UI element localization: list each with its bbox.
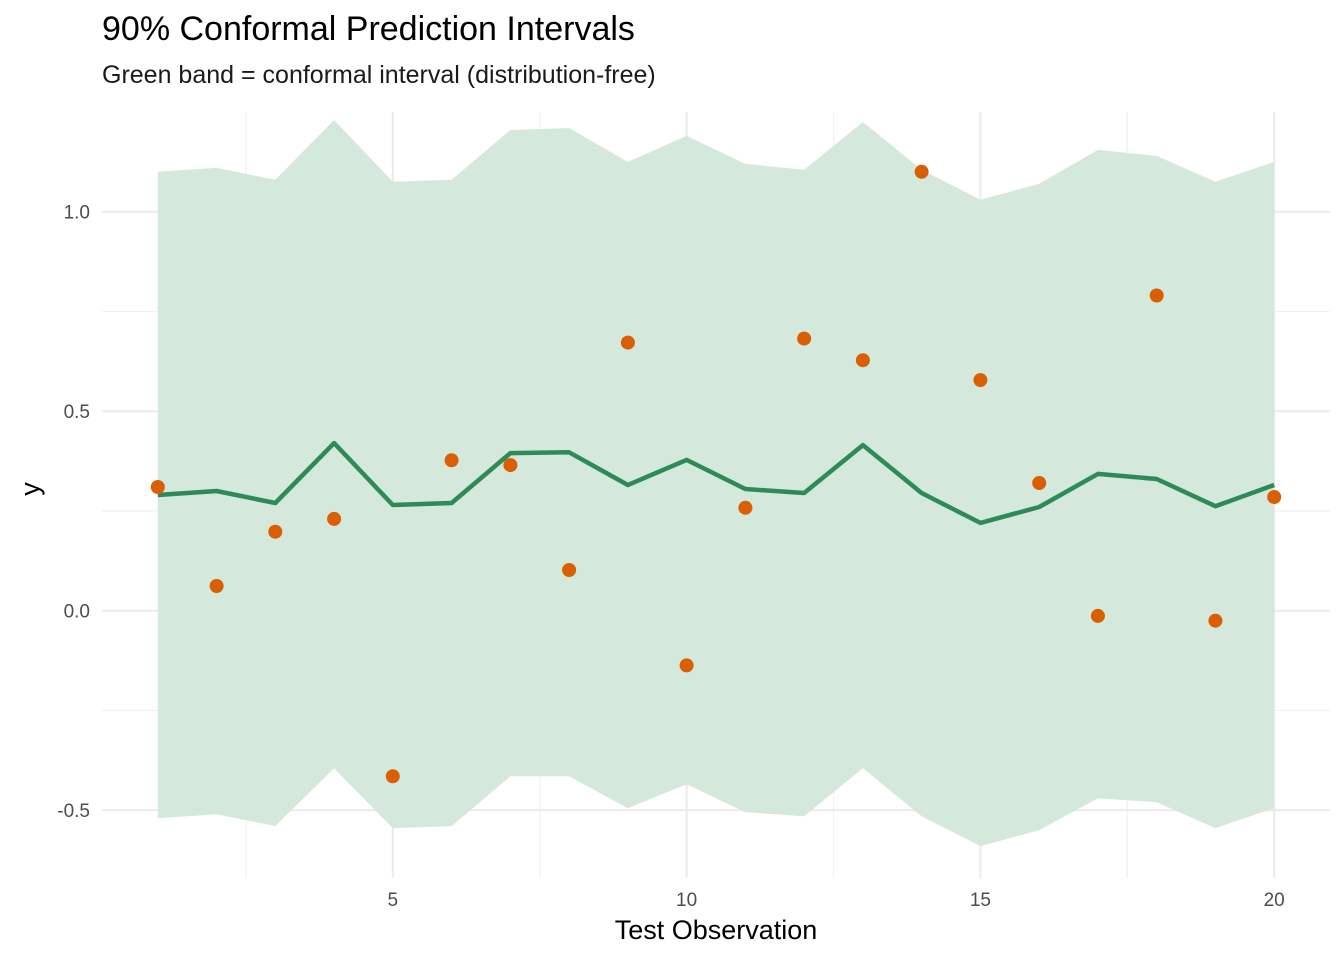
observed-point (738, 500, 753, 515)
chart-subtitle: Green band = conformal interval (distrib… (102, 61, 656, 89)
observed-point (797, 331, 812, 346)
observed-point (562, 563, 577, 577)
observed-point (268, 524, 283, 539)
observed-point (620, 335, 635, 350)
prediction-line-layer (157, 440, 1275, 526)
y-axis-label: y (15, 482, 45, 496)
y-axis-tick-labels: -0.5 0.0 0.5 1.0 (57, 203, 90, 822)
conformal-interval-band (157, 120, 1275, 847)
observed-point (914, 164, 929, 179)
interval-band-layer (157, 120, 1275, 847)
observed-point (150, 480, 165, 494)
observed-point (855, 353, 870, 368)
y-tick-label: 0.5 (64, 402, 90, 423)
observed-point (679, 658, 694, 673)
x-axis-tick-labels: 5 10 15 20 (388, 890, 1285, 911)
chart-title: 90% Conformal Prediction Intervals (102, 10, 635, 48)
observed-point (209, 579, 224, 593)
x-tick-label: 5 (388, 890, 399, 911)
observed-point (444, 453, 459, 468)
observed-point (973, 373, 988, 388)
y-tick-label: 1.0 (64, 203, 90, 224)
x-tick-label: 20 (1264, 890, 1285, 911)
observed-point (1149, 288, 1164, 303)
observed-point (1090, 608, 1105, 623)
x-tick-label: 15 (970, 890, 991, 911)
y-tick-label: -0.5 (57, 801, 90, 822)
observed-point (1267, 490, 1282, 504)
observed-point (1208, 613, 1223, 628)
observed-point (385, 769, 400, 784)
y-tick-label: 0.0 (64, 602, 90, 623)
observed-point (1032, 476, 1047, 490)
observed-points-layer (150, 164, 1282, 784)
observed-point (503, 458, 518, 473)
prediction-line (157, 440, 1275, 526)
x-axis-label: Test Observation (615, 915, 818, 945)
observed-point (327, 511, 342, 526)
x-tick-label: 10 (676, 890, 697, 911)
